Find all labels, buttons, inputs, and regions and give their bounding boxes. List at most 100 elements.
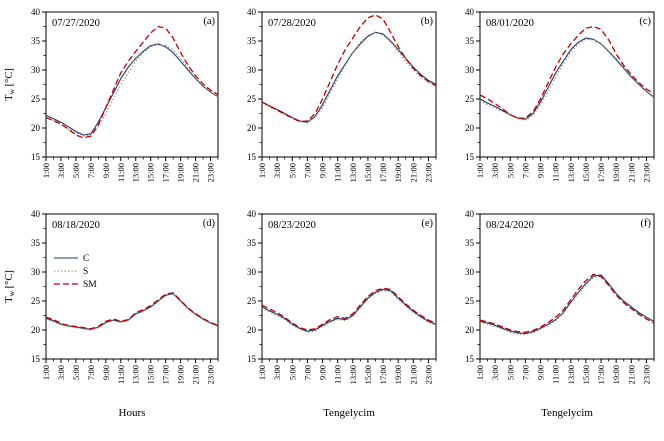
series-line-S <box>45 293 219 331</box>
x-tick-label: 21:00 <box>408 163 418 182</box>
y-tick-label: 20 <box>31 123 41 133</box>
y-tick-label: 15 <box>31 152 41 162</box>
legend-label-C: C <box>83 254 89 264</box>
series-line-SM <box>261 14 437 123</box>
legend-label-S: S <box>83 267 88 277</box>
x-axis: 1:00 3:00 5:00 7:00 9:00 11:00 13:00 15:00 17:00… <box>475 157 655 182</box>
y-tick-label: 40 <box>247 7 257 17</box>
y-tick-label: 35 <box>31 238 41 248</box>
x-tick-label: 23:00 <box>206 365 216 384</box>
panel-letter: (f) <box>641 218 652 229</box>
x-tick-label: 11:00 <box>116 163 126 182</box>
y-tick-label: 30 <box>247 267 257 277</box>
x-tick-label: 21:00 <box>408 365 418 384</box>
x-tick-label: 1:00 <box>41 365 51 380</box>
plot-frame <box>261 11 437 158</box>
y-tick-label: 15 <box>31 354 41 364</box>
x-tick-label: 19:00 <box>611 365 621 384</box>
x-tick-label: 21:00 <box>191 163 201 182</box>
panel-b-07-28-2020: 15 20 25 30 35 40 1:00 3:00 5:00 7:00 9:00 11:00 13:… <box>228 0 446 202</box>
legend-label-SM: SM <box>83 280 97 290</box>
series-line-C <box>479 274 655 335</box>
y-tick-label: 15 <box>465 152 475 162</box>
panel-letter: (c) <box>639 16 651 27</box>
plot-frame <box>45 213 219 360</box>
x-tick-label: 13:00 <box>131 163 141 182</box>
x-tick-label: 1:00 <box>475 365 485 380</box>
panel-e-08-23-2020: 15 20 25 30 35 40 1:00 3:00 5:00 7:00 9:00 11:00 13:… <box>228 202 446 441</box>
x-tick-label: 19:00 <box>611 163 621 182</box>
panel-a-07-27-2020: 15 20 25 30 35 40 1:00 3:00 5:00 7:00 9:00 11:00 13:… <box>0 0 228 202</box>
x-tick-label: 13:00 <box>348 163 358 182</box>
x-tick-label: 5:00 <box>71 163 81 178</box>
panel-chart-svg: 15 20 25 30 35 40 1:00 3:00 5:00 7:00 9:00 11:00 13:… <box>465 209 655 419</box>
y-axis-title: Tw [°C] <box>4 270 16 303</box>
legend: CS SM <box>54 254 97 290</box>
x-tick-label: 15:00 <box>146 163 156 182</box>
x-tick-label: 13:00 <box>131 365 141 384</box>
panel-chart-svg: 15 20 25 30 35 40 1:00 3:00 5:00 7:00 9:00 11:00 13:… <box>4 7 219 182</box>
x-tick-label: 15:00 <box>581 365 591 384</box>
x-tick-label: 1:00 <box>257 163 267 178</box>
x-axis: 1:00 3:00 5:00 7:00 9:00 11:00 13:00 15:00 17:00… <box>41 157 219 182</box>
x-axis: 1:00 3:00 5:00 7:00 9:00 11:00 13:00 15:00 17:00… <box>257 359 437 384</box>
y-axis: 15 20 25 30 35 40 <box>31 7 46 162</box>
x-tick-label: 9:00 <box>101 163 111 178</box>
x-tick-label: 3:00 <box>56 163 66 178</box>
y-tick-label: 20 <box>247 123 257 133</box>
x-tick-label: 11:00 <box>333 365 343 384</box>
panel-date-label: 07/27/2020 <box>52 18 100 29</box>
y-tick-label: 20 <box>465 123 475 133</box>
series-line-S <box>479 275 655 336</box>
plot-frame <box>261 213 437 360</box>
y-axis: 15 20 25 30 35 40 <box>247 209 262 364</box>
x-tick-label: 1:00 <box>41 163 51 178</box>
y-tick-label: 40 <box>465 209 475 219</box>
panel-chart-svg: 15 20 25 30 35 40 1:00 3:00 5:00 7:00 9:00 11:00 13:… <box>247 7 437 182</box>
x-tick-label: 17:00 <box>161 163 171 182</box>
series-line-C <box>261 31 437 123</box>
x-tick-label: 23:00 <box>423 163 433 182</box>
series-line-C <box>479 37 655 120</box>
y-tick-label: 30 <box>465 267 475 277</box>
y-tick-label: 30 <box>465 65 475 75</box>
y-tick-label: 20 <box>465 325 475 335</box>
y-tick-label: 35 <box>465 238 475 248</box>
y-axis-title: Tw [°C] <box>4 68 16 101</box>
panel-letter: (a) <box>203 16 215 27</box>
x-tick-label: 3:00 <box>56 365 66 380</box>
series-line-SM <box>45 25 219 139</box>
y-tick-label: 20 <box>31 325 41 335</box>
series-line-SM <box>479 273 655 333</box>
x-tick-label: 9:00 <box>318 365 328 380</box>
x-tick-label: 15:00 <box>581 163 591 182</box>
plot-frame <box>479 213 655 360</box>
x-tick-label: 5:00 <box>505 365 515 380</box>
y-tick-label: 15 <box>465 354 475 364</box>
x-tick-label: 11:00 <box>551 365 561 384</box>
x-tick-label: 7:00 <box>302 365 312 380</box>
series-line-S <box>45 44 219 137</box>
x-axis-title: Hours <box>119 407 146 419</box>
y-axis: 15 20 25 30 35 40 <box>465 7 480 162</box>
x-tick-label: 15:00 <box>363 163 373 182</box>
x-tick-label: 1:00 <box>257 365 267 380</box>
panel-date-label: 08/01/2020 <box>486 18 534 29</box>
x-tick-label: 5:00 <box>287 163 297 178</box>
x-tick-label: 19:00 <box>176 365 186 384</box>
series-line-SM <box>261 287 437 331</box>
x-tick-label: 9:00 <box>536 365 546 380</box>
y-tick-label: 25 <box>31 296 41 306</box>
x-tick-label: 11:00 <box>333 163 343 182</box>
panel-chart-svg: 15 20 25 30 35 40 1:00 3:00 5:00 7:00 9:00 11:00 13:… <box>465 7 655 182</box>
x-tick-label: 19:00 <box>176 163 186 182</box>
y-tick-label: 40 <box>31 7 41 17</box>
x-tick-label: 7:00 <box>520 163 530 178</box>
y-axis: 15 20 25 30 35 40 <box>465 209 480 364</box>
plot-frame <box>45 11 219 158</box>
x-axis: 1:00 3:00 5:00 7:00 9:00 11:00 13:00 15:00 17:00… <box>257 157 437 182</box>
y-axis: 15 20 25 30 35 40 <box>247 7 262 162</box>
x-tick-label: 7:00 <box>86 163 96 178</box>
y-tick-label: 25 <box>31 94 41 104</box>
